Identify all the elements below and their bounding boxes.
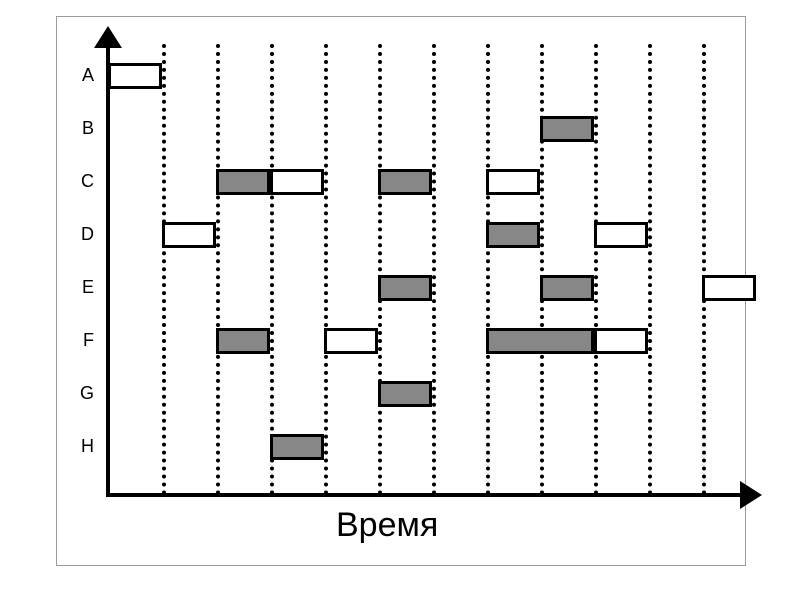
grid-line xyxy=(324,44,328,495)
bar xyxy=(594,328,648,354)
row-label-g: G xyxy=(70,383,94,404)
bar xyxy=(486,169,540,195)
y-axis xyxy=(106,40,110,497)
grid-line xyxy=(648,44,652,495)
bar xyxy=(108,63,162,89)
bar xyxy=(324,328,378,354)
x-axis-arrow-icon xyxy=(740,481,762,509)
grid-line xyxy=(270,44,274,495)
bar xyxy=(216,328,270,354)
bar xyxy=(540,116,594,142)
row-label-f: F xyxy=(70,330,94,351)
timeline-chart: A B C D E F G H Время xyxy=(0,0,800,600)
bar xyxy=(270,434,324,460)
grid-line xyxy=(378,44,382,495)
row-label-h: H xyxy=(70,436,94,457)
y-axis-arrow-icon xyxy=(94,26,122,48)
grid-line xyxy=(540,44,544,495)
grid-line xyxy=(486,44,490,495)
bar xyxy=(486,328,594,354)
bar xyxy=(270,169,324,195)
bar xyxy=(702,275,756,301)
bar xyxy=(594,222,648,248)
grid-line xyxy=(162,44,166,495)
bar xyxy=(540,275,594,301)
bar xyxy=(216,169,270,195)
grid-line xyxy=(702,44,706,495)
bar xyxy=(378,275,432,301)
row-label-a: A xyxy=(70,65,94,86)
row-label-e: E xyxy=(70,277,94,298)
bar xyxy=(378,381,432,407)
bar xyxy=(486,222,540,248)
grid-line xyxy=(594,44,598,495)
grid-line xyxy=(432,44,436,495)
x-axis-title: Время xyxy=(336,506,438,545)
row-label-d: D xyxy=(70,224,94,245)
bar xyxy=(162,222,216,248)
row-label-c: C xyxy=(70,171,94,192)
row-label-b: B xyxy=(70,118,94,139)
x-axis xyxy=(106,493,740,497)
grid-line xyxy=(216,44,220,495)
bar xyxy=(378,169,432,195)
